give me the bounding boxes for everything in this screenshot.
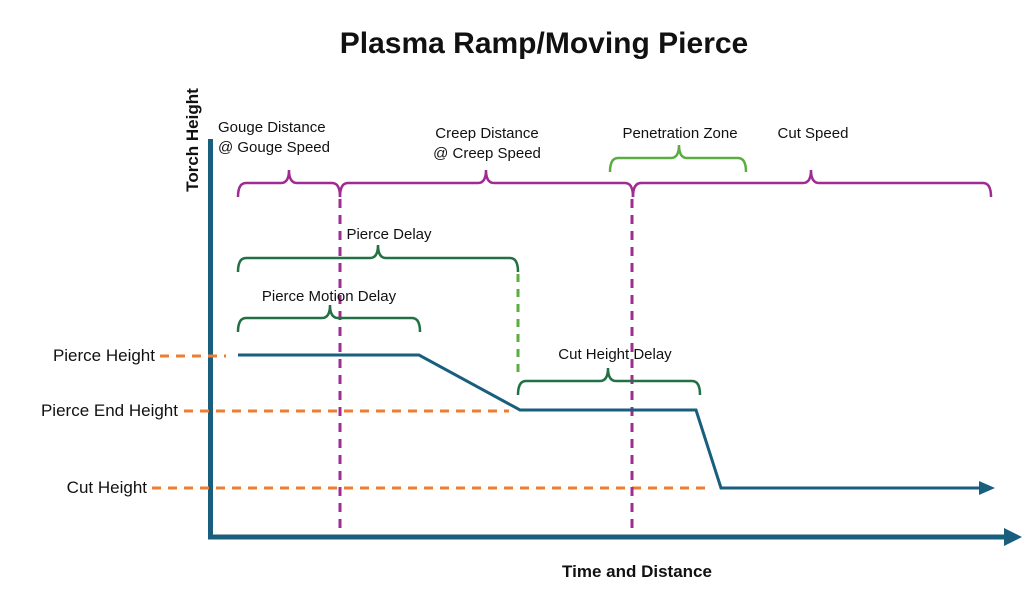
torch-height-profile-arrowhead [979,481,995,495]
creep-distance-label-line1: Creep Distance [435,125,539,142]
gouge-distance-brace [236,169,342,198]
y-axis-label: Torch Height [183,88,202,192]
x-axis-arrowhead [1004,528,1022,546]
pierce-motion-delay-brace [236,304,422,333]
torch-height-profile-line [238,353,982,490]
penetration-zone-brace [608,144,748,173]
creep-distance-label-line2: @ Creep Speed [433,145,541,162]
cut-height-delay-brace [516,367,702,396]
gouge-distance-label: Gouge Distance @ Gouge Speed [218,118,358,158]
pierce-delay-brace [236,244,520,273]
gouge-distance-label-line2: @ Gouge Speed [218,139,330,156]
pierce-end-height-label: Pierce End Height [40,401,178,420]
x-axis-label: Time and Distance [562,562,712,581]
gouge-distance-label-line1: Gouge Distance [218,119,326,136]
penetration-zone-label: Penetration Zone [622,125,738,142]
pierce-motion-delay-label: Pierce Motion Delay [261,288,397,305]
cut-height-label: Cut Height [66,478,147,497]
pierce-delay-label: Pierce Delay [346,226,432,243]
cut-height-delay-label: Cut Height Delay [558,346,672,363]
creep-distance-brace [338,169,635,198]
cut-speed-label: Cut Speed [777,125,849,142]
pierce-height-label: Pierce Height [52,346,155,365]
page-title: Plasma Ramp/Moving Pierce [339,27,749,60]
creep-distance-label: Creep Distance @ Creep Speed [417,124,557,164]
cut-speed-brace [631,169,993,198]
